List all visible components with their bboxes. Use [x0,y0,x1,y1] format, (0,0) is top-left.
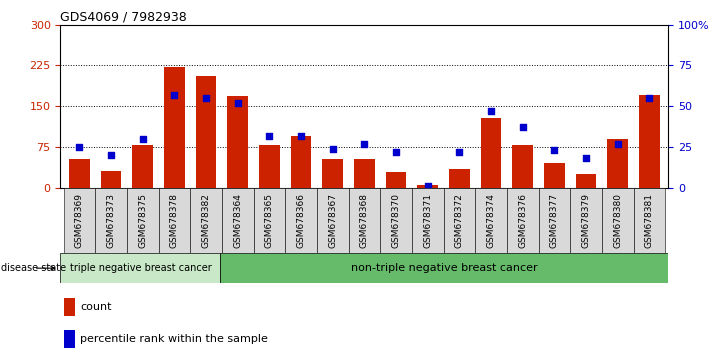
Bar [639,95,660,188]
Point [169,92,180,98]
Bar [481,118,501,188]
Text: non-triple negative breast cancer: non-triple negative breast cancer [351,263,538,273]
Bar [127,188,159,253]
Text: GSM678382: GSM678382 [202,193,210,248]
Text: GSM678373: GSM678373 [107,193,116,248]
Text: GSM678367: GSM678367 [328,193,337,248]
Text: GSM678364: GSM678364 [233,193,242,248]
Bar [317,188,348,253]
Text: GSM678365: GSM678365 [265,193,274,248]
Bar [63,188,95,253]
Bar [544,163,565,188]
Bar [259,145,279,188]
Bar [191,188,222,253]
Bar [322,159,343,188]
Text: GSM678380: GSM678380 [613,193,622,248]
Point [549,147,560,153]
Bar [576,174,597,188]
Text: GSM678368: GSM678368 [360,193,369,248]
Bar [285,188,317,253]
Point [201,95,212,101]
Bar [380,188,412,253]
Bar [348,188,380,253]
Point [232,100,243,106]
Point [454,149,465,155]
Text: GSM678377: GSM678377 [550,193,559,248]
Bar [412,188,444,253]
Bar [607,139,628,188]
Point [390,149,402,155]
Bar [354,159,375,188]
Text: GSM678372: GSM678372 [455,193,464,248]
Point [612,141,624,147]
Bar [196,76,216,188]
Text: GSM678366: GSM678366 [296,193,306,248]
Bar [164,67,185,188]
Bar [507,188,538,253]
Bar [64,298,75,316]
Bar [513,145,533,188]
Text: GSM678381: GSM678381 [645,193,654,248]
Point [105,152,117,158]
Point [486,108,497,114]
Bar [291,136,311,188]
Bar [95,188,127,253]
Point [358,141,370,147]
Point [264,133,275,138]
Text: triple negative breast cancer: triple negative breast cancer [70,263,211,273]
Bar [475,188,507,253]
Bar [538,188,570,253]
Point [137,136,149,142]
Bar [64,330,75,348]
Bar [444,188,475,253]
Text: disease state: disease state [1,263,66,273]
Bar [60,253,220,283]
Text: GSM678379: GSM678379 [582,193,591,248]
Bar [386,172,407,188]
Text: GSM678371: GSM678371 [423,193,432,248]
Text: GSM678378: GSM678378 [170,193,179,248]
Text: GSM678370: GSM678370 [392,193,400,248]
Text: count: count [80,302,112,312]
Point [580,155,592,161]
Text: GSM678375: GSM678375 [138,193,147,248]
Bar [228,96,248,188]
Bar [222,188,254,253]
Bar [101,171,122,188]
Bar [159,188,191,253]
Bar [69,159,90,188]
Bar [132,145,153,188]
Point [517,125,528,130]
Point [295,133,306,138]
Point [74,144,85,150]
Text: percentile rank within the sample: percentile rank within the sample [80,334,268,344]
Bar [634,188,665,253]
Bar [220,253,668,283]
Bar [417,185,438,188]
Bar [254,188,285,253]
Text: GSM678369: GSM678369 [75,193,84,248]
Text: GSM678376: GSM678376 [518,193,527,248]
Point [327,146,338,152]
Text: GDS4069 / 7982938: GDS4069 / 7982938 [60,11,187,24]
Bar [449,169,470,188]
Point [422,183,434,189]
Bar [602,188,634,253]
Bar [570,188,602,253]
Point [643,95,655,101]
Text: GSM678374: GSM678374 [486,193,496,248]
